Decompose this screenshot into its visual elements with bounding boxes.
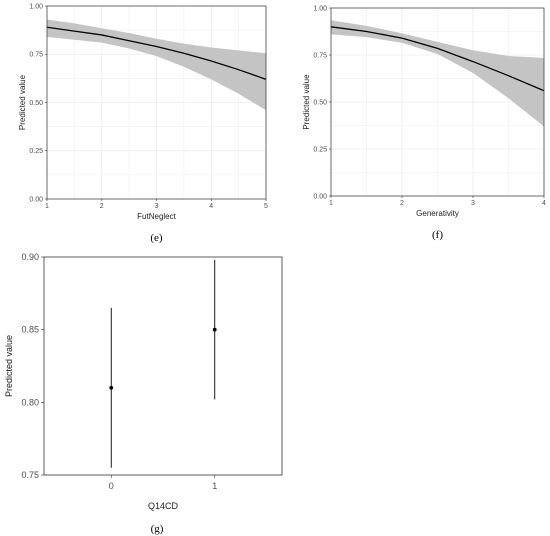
e-y-tick-label: 0.75 xyxy=(29,52,43,59)
e-panel-label: (e) xyxy=(150,232,163,244)
f-x-tick-label: 2 xyxy=(400,200,404,207)
e-x-axis-label: FutNeglect xyxy=(137,212,176,221)
g-x-tick-label: 0 xyxy=(109,481,114,491)
g-y-tick-label: 0.75 xyxy=(21,470,39,480)
e-x-tick-label: 3 xyxy=(155,203,159,210)
e-y-tick-label: 1.00 xyxy=(29,3,43,10)
f-x-axis-label: Generativity xyxy=(416,209,459,218)
f-x-tick-label: 3 xyxy=(471,200,475,207)
g-point-0 xyxy=(109,385,114,390)
panel-f: 0.00 0.25 0.50 0.75 1.00 1 2 3 4 Generativity P… xyxy=(302,5,546,241)
g-point-1 xyxy=(212,327,217,332)
f-y-tick-label: 0.00 xyxy=(313,193,327,200)
f-y-axis-label: Predicted value xyxy=(302,74,311,130)
e-confidence-ribbon xyxy=(47,19,266,111)
e-y-tick-labels: 0.00 0.25 0.50 0.75 1.00 xyxy=(29,3,47,203)
g-plot-frame xyxy=(43,256,283,476)
g-y-tick-label: 0.90 xyxy=(21,252,39,262)
g-y-tick-label: 0.85 xyxy=(21,325,39,335)
f-y-tick-labels: 0.00 0.25 0.50 0.75 1.00 xyxy=(313,5,331,200)
g-panel-label: (g) xyxy=(151,523,164,535)
e-x-tick-label: 5 xyxy=(264,203,268,210)
e-x-tick-label: 2 xyxy=(100,203,104,210)
e-y-tick-label: 0.50 xyxy=(29,100,43,107)
f-prediction-line xyxy=(330,26,545,92)
f-x-tick-labels: 1 2 3 4 xyxy=(329,196,546,207)
f-y-tick-label: 1.00 xyxy=(313,5,327,12)
e-prediction-line xyxy=(46,26,267,80)
f-y-tick-label: 0.25 xyxy=(313,146,327,153)
f-panel-label: (f) xyxy=(432,229,443,241)
g-x-tick-label: 1 xyxy=(212,481,217,491)
f-x-tick-label: 4 xyxy=(542,200,546,207)
g-y-tick-label: 0.80 xyxy=(21,397,39,407)
e-x-tick-label: 4 xyxy=(209,203,213,210)
g-y-axis-label: Predicted value xyxy=(4,335,14,397)
panel-e: 0.00 0.25 0.50 0.75 1.00 1 2 3 4 5 FutNeglect Pr… xyxy=(18,3,268,244)
f-y-tick-label: 0.50 xyxy=(313,99,327,106)
f-y-tick-label: 0.75 xyxy=(313,52,327,59)
e-y-tick-label: 0.00 xyxy=(29,196,43,203)
g-y-tick-labels: 0.75 0.80 0.85 0.90 xyxy=(21,252,44,480)
f-x-tick-label: 1 xyxy=(329,200,333,207)
e-y-tick-label: 0.25 xyxy=(29,148,43,155)
e-y-axis-label: Predicted value xyxy=(18,74,27,130)
g-point-estimates xyxy=(109,259,217,468)
e-x-tick-label: 1 xyxy=(45,203,49,210)
e-x-tick-labels: 1 2 3 4 5 xyxy=(45,199,268,210)
g-x-axis-label: Q14CD xyxy=(148,501,179,511)
